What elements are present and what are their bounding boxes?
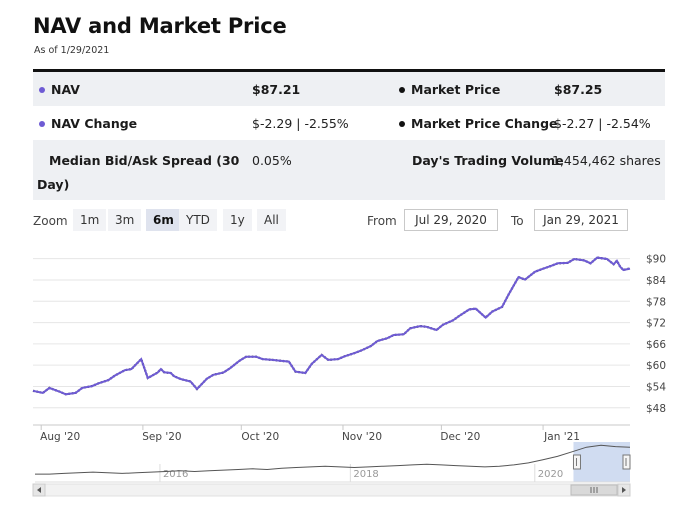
market-price-change-label: Market Price Change [399,116,558,131]
zoom-1y-button[interactable]: 1y [223,209,252,231]
x-tick-label: Sep '20 [142,431,181,443]
x-tick-label: Nov '20 [342,431,382,443]
x-axis: Aug '20 Sep '20 Oct '20 Nov '20 Dec '20 Jan '… [33,424,630,443]
spread-label-line1: Median Bid/Ask Spread (30 [49,153,240,168]
navigator-line [35,444,631,475]
zoom-ytd-button[interactable]: YTD [179,209,217,231]
nav-line [32,256,631,396]
zoom-label: Zoom [33,214,68,228]
market-price-value: $87.25 [554,82,603,97]
to-label: To [511,214,524,228]
navigator-year-label: 2020 [538,469,563,480]
stats-table: NAV $87.21 Market Price $87.25 NAV Chang… [33,69,665,200]
nav-value: $87.21 [252,82,301,97]
y-tick-label: $54 [646,381,666,393]
spread-value: 0.05% [252,153,292,168]
y-tick-label: $48 [646,403,666,415]
market-price-line [32,256,631,396]
stats-row-nav: NAV $87.21 Market Price $87.25 [33,72,665,106]
navigator-selection[interactable] [573,442,630,482]
arrow-right-icon [622,487,626,493]
range-selector: Zoom 1m 3m 6m YTD 1y All From To [33,209,665,233]
x-tick-label: Dec '20 [440,431,480,443]
arrow-left-icon [37,487,41,493]
nav-change-value: $-2.29 | -2.55% [252,116,349,131]
y-tick-label: $66 [646,339,666,351]
volume-value: 1,454,462 shares [552,153,661,168]
x-tick-label: Oct '20 [241,431,279,443]
chart-grid [33,258,630,409]
y-tick-label: $90 [646,254,666,266]
volume-label: Day's Trading Volume [412,153,564,168]
zoom-1m-button[interactable]: 1m [73,209,107,231]
nav-change-label: NAV Change [39,116,137,131]
zoom-3m-button[interactable]: 3m [108,209,142,231]
scrollbar-track[interactable] [32,483,631,497]
market-price-label: Market Price [399,82,500,97]
scroll-left-button[interactable] [32,483,46,497]
scroll-right-button[interactable] [617,483,631,497]
zoom-6m-button[interactable]: 6m [146,209,181,231]
x-tick-label: Aug '20 [40,431,80,443]
stats-row-spread: Median Bid/Ask Spread (30 Day) 0.05% Day… [33,140,665,200]
as-of-date: As of 1/29/2021 [34,45,110,56]
page-title: NAV and Market Price [33,14,287,38]
y-tick-label: $78 [646,296,666,308]
navigator-left-handle[interactable] [572,454,581,470]
series-lines [32,256,631,396]
x-tick-label: Jan '21 [543,431,580,443]
market-legend-dot [399,86,405,93]
navigator-right-handle[interactable] [622,454,631,470]
stats-row-change: NAV Change $-2.29 | -2.55% Market Price … [33,106,665,140]
market-price-change-value: $-2.27 | -2.54% [554,116,651,131]
navigator: 2016 2018 2020 [32,442,631,497]
market-change-dot [399,120,405,127]
navigator-year-label: 2016 [163,469,188,480]
y-tick-label: $72 [646,318,666,330]
y-tick-label: $60 [646,360,666,372]
spread-label-line2: Day) [37,177,70,192]
navigator-year-label: 2018 [353,469,378,480]
from-date-input[interactable] [404,209,498,231]
zoom-all-button[interactable]: All [257,209,286,231]
to-date-input[interactable] [534,209,628,231]
y-axis-labels: $90 $84 $78 $72 $66 $60 $54 $48 [646,254,666,415]
nav-label: NAV [39,82,80,97]
nav-legend-dot [39,86,45,93]
from-label: From [367,214,397,228]
scrollbar-thumb[interactable] [570,484,618,496]
y-tick-label: $84 [646,275,666,287]
nav-change-dot [39,120,45,127]
